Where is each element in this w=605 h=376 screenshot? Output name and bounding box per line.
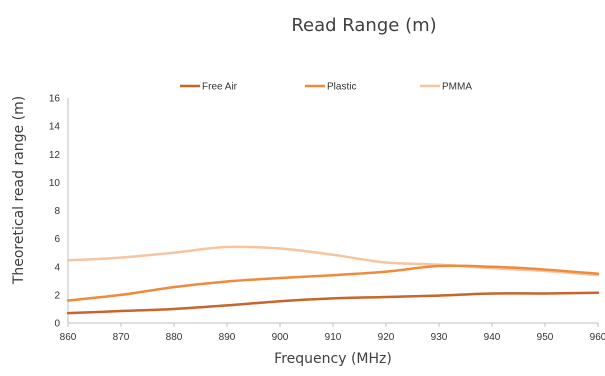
x-tick-label: 870	[113, 332, 130, 343]
series-line-plastic	[66, 264, 600, 302]
y-tick-label: 12	[49, 150, 61, 161]
y-tick-label: 6	[54, 234, 60, 245]
x-tick-label: 860	[60, 332, 77, 343]
x-tick-label: 910	[325, 332, 342, 343]
y-tick-label: 2	[54, 290, 60, 301]
legend-label: Free Air	[202, 82, 238, 93]
y-axis: 0 2 4 6 8 10 12 14 16	[49, 94, 69, 330]
x-axis-title: Frequency (MHz)	[274, 351, 392, 367]
y-axis-title: Theoretical read range (m)	[11, 96, 27, 285]
legend-item-plastic: Plastic	[305, 82, 356, 93]
y-tick-label: 8	[54, 206, 60, 217]
legend-item-free-air: Free Air	[180, 82, 238, 93]
x-tick-label: 930	[431, 332, 448, 343]
legend: Free Air Plastic PMMA	[180, 82, 472, 93]
y-tick-label: 4	[54, 262, 60, 273]
series-line-pmma	[66, 245, 600, 277]
x-tick-label: 890	[219, 332, 236, 343]
legend-label: Plastic	[327, 82, 356, 93]
series-group	[66, 245, 600, 315]
y-tick-label: 10	[49, 178, 61, 189]
x-tick-label: 880	[166, 332, 183, 343]
x-axis: 860 870 880 890 900 910 920 930 940 950 960	[60, 322, 605, 343]
legend-label: PMMA	[442, 82, 472, 93]
x-tick-label: 900	[272, 332, 289, 343]
legend-item-pmma: PMMA	[420, 82, 472, 93]
chart-title: Read Range (m)	[291, 15, 436, 36]
y-tick-label: 14	[49, 122, 61, 133]
x-tick-label: 950	[537, 332, 554, 343]
y-tick-label: 16	[49, 94, 61, 105]
x-tick-label: 960	[590, 332, 605, 343]
x-tick-label: 920	[378, 332, 395, 343]
y-tick-label: 0	[54, 319, 60, 330]
x-tick-label: 940	[484, 332, 501, 343]
series-line-free-air	[66, 291, 600, 315]
